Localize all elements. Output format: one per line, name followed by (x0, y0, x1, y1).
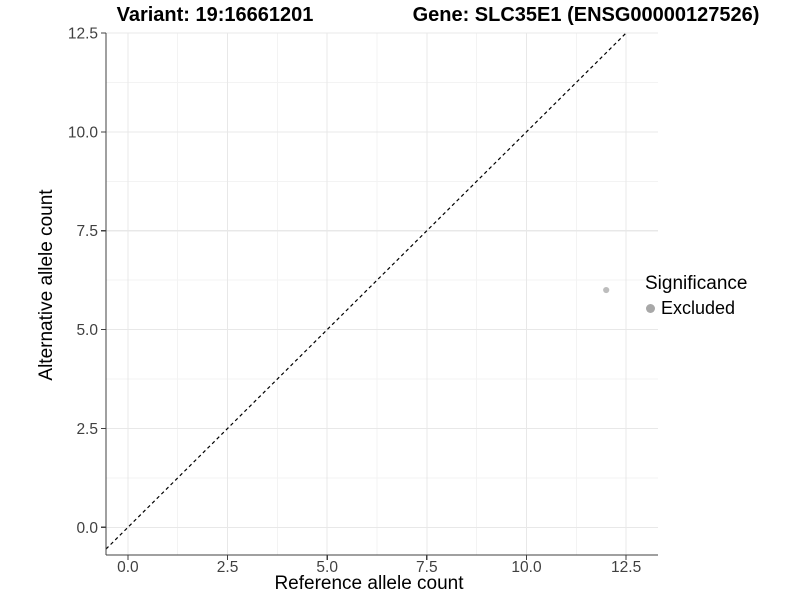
y-tick-label: 12.5 (68, 26, 98, 43)
legend-item-label: Excluded (661, 298, 736, 318)
y-tick-label: 2.5 (76, 421, 98, 438)
plot-title-variant: Variant: 19:16661201 (116, 4, 314, 26)
x-axis-title: Reference allele count (274, 573, 464, 594)
x-tick-label: 12.5 (611, 559, 641, 576)
y-tick-label: 10.0 (68, 124, 99, 141)
x-tick-label: 10.0 (511, 559, 542, 576)
y-axis-title: Alternative allele count (36, 189, 57, 381)
y-tick-label: 7.5 (76, 223, 98, 240)
legend-title: Significance (645, 273, 748, 294)
legend-item-excluded: Excluded (645, 298, 747, 319)
x-tick-label: 0.0 (117, 559, 139, 576)
y-tick-label: 0.0 (76, 520, 98, 537)
x-tick-label: 2.5 (217, 559, 239, 576)
y-tick-label: 5.0 (76, 322, 98, 339)
x-tick-label: 7.5 (416, 559, 438, 576)
data-point-excluded (603, 286, 610, 294)
legend-key-dot-icon (646, 304, 655, 313)
plot-title-gene: Gene: SLC35E1 (ENSG00000127526) (412, 4, 760, 26)
identity-line (105, 32, 627, 550)
x-tick-label: 5.0 (316, 559, 338, 576)
legend: Significance Excluded (645, 273, 747, 319)
